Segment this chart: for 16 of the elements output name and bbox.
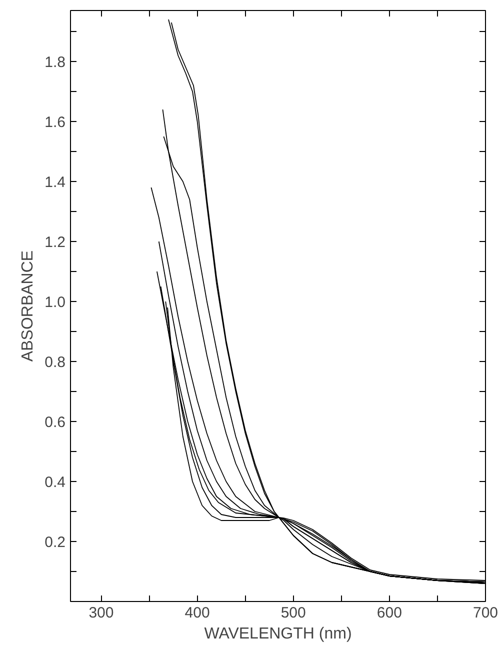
x-tick-label: 700: [472, 604, 498, 622]
y-tick-label: 1.2: [44, 234, 66, 251]
y-tick-label: 0.2: [44, 534, 66, 551]
y-tick-label: 1.6: [44, 114, 66, 131]
y-tick-label: 0.4: [44, 474, 66, 491]
y-tick-label: 1.4: [44, 174, 66, 191]
x-tick-label: 300: [88, 604, 114, 622]
y-tick-label: 0.8: [44, 354, 66, 371]
x-tick-label: 500: [280, 604, 306, 622]
x-tick-label: 400: [184, 604, 210, 622]
x-axis-title: WAVELENGTH (nm): [204, 626, 352, 642]
y-tick-label: 0.6: [44, 414, 66, 431]
y-axis-title: ABSORBANCE: [20, 250, 37, 362]
x-tick-label: 600: [376, 604, 402, 622]
y-tick-label: 1.0: [44, 294, 66, 311]
y-tick-label: 1.8: [44, 54, 66, 71]
